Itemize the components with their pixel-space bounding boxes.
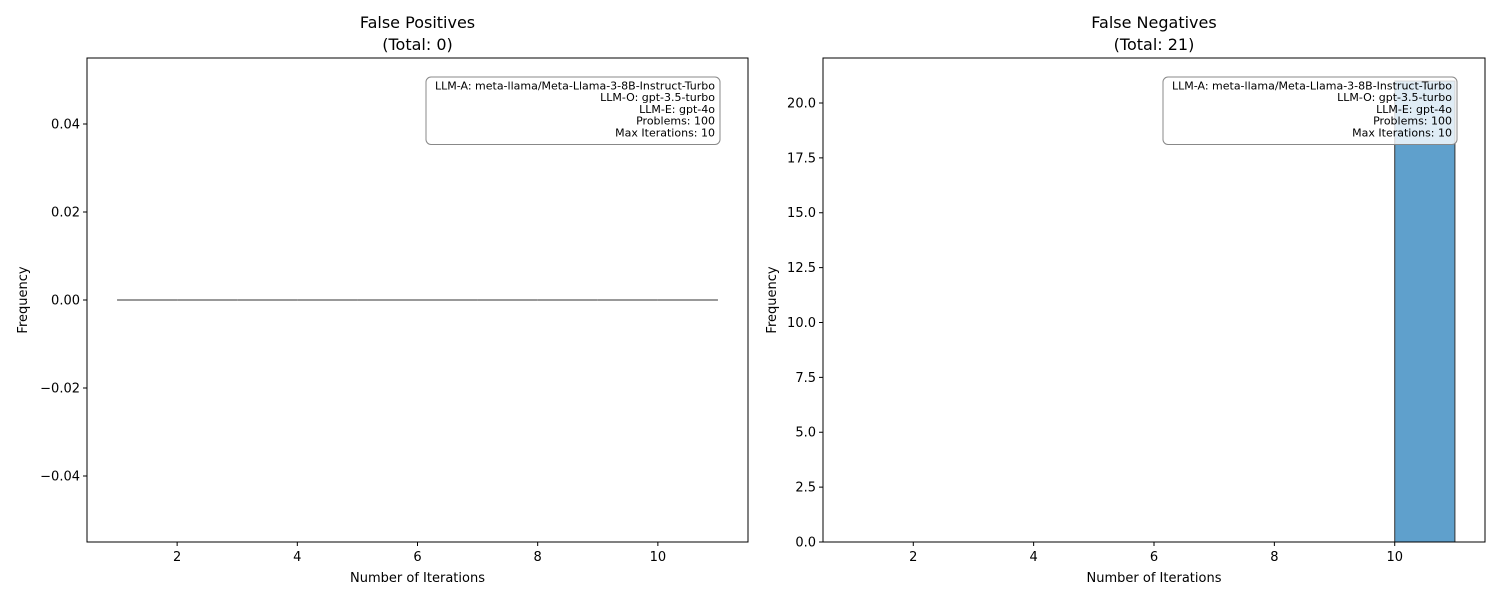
- info-box-line: Problems: 100: [636, 115, 715, 128]
- chart-title-line: False Negatives: [1091, 13, 1216, 32]
- y-tick-label: 0.0: [795, 536, 816, 551]
- y-tick-label: 2.5: [795, 481, 816, 496]
- chart-panel-2: False Negatives (Total: 21) 2 4 6 8 10 0.0 2.5 5.…: [765, 13, 1486, 586]
- y-tick-label: 12.5: [787, 261, 816, 276]
- y-tick-label: 0.04: [51, 118, 80, 133]
- info-box: [1162, 76, 1458, 145]
- y-tick-label: 7.5: [795, 371, 816, 386]
- y-axis-label: Frequency: [765, 266, 780, 333]
- chart-title-line: (Total: 21): [1114, 35, 1195, 54]
- y-tick-label: 0.02: [51, 206, 80, 221]
- info-box-line: LLM-A: meta-llama/Meta-Llama-3-8B-Instru…: [435, 80, 715, 93]
- x-tick-label: 4: [293, 550, 301, 565]
- x-tick-label: 8: [1270, 550, 1278, 565]
- info-box-line: LLM-A: meta-llama/Meta-Llama-3-8B-Instru…: [1172, 80, 1452, 93]
- info-box-line: LLM-E: gpt-4o: [1376, 103, 1452, 116]
- info-box-line: Max Iterations: 10: [615, 126, 715, 139]
- y-axis-label: Frequency: [16, 266, 31, 333]
- x-tick-label: 8: [534, 550, 542, 565]
- x-tick-label: 2: [173, 550, 181, 565]
- chart-title-line: False Positives: [360, 13, 475, 32]
- y-tick-label: 17.5: [787, 151, 816, 166]
- y-tick-label: 20.0: [787, 96, 816, 111]
- x-tick-label: 4: [1029, 550, 1037, 565]
- info-box-line: Problems: 100: [1373, 115, 1452, 128]
- x-axis-label: Number of Iterations: [1087, 571, 1222, 586]
- chart-panel-1: False Positives (Total: 0) 2 4 6 8 10 −0.04 −0.0…: [16, 13, 749, 586]
- x-axis-label: Number of Iterations: [350, 571, 485, 586]
- y-tick-label: −0.04: [40, 470, 80, 485]
- info-box-line: LLM-O: gpt-3.5-turbo: [1337, 91, 1452, 104]
- x-tick-label: 6: [413, 550, 421, 565]
- chart-title-line: (Total: 0): [382, 35, 453, 54]
- x-tick-label: 6: [1150, 550, 1158, 565]
- histogram-bar: [1394, 80, 1456, 543]
- y-tick-label: 0.00: [51, 294, 80, 309]
- y-tick-label: 10.0: [787, 316, 816, 331]
- x-tick-label: 10: [1386, 550, 1403, 565]
- x-tick-label: 2: [909, 550, 917, 565]
- y-tick-label: 5.0: [795, 426, 816, 441]
- info-box-line: LLM-E: gpt-4o: [639, 103, 715, 116]
- info-box-line: Max Iterations: 10: [1352, 126, 1452, 139]
- y-tick-label: 15.0: [787, 206, 816, 221]
- info-box-line: LLM-O: gpt-3.5-turbo: [600, 91, 715, 104]
- info-box: [425, 76, 721, 145]
- y-tick-label: −0.02: [40, 382, 80, 397]
- x-tick-label: 10: [650, 550, 667, 565]
